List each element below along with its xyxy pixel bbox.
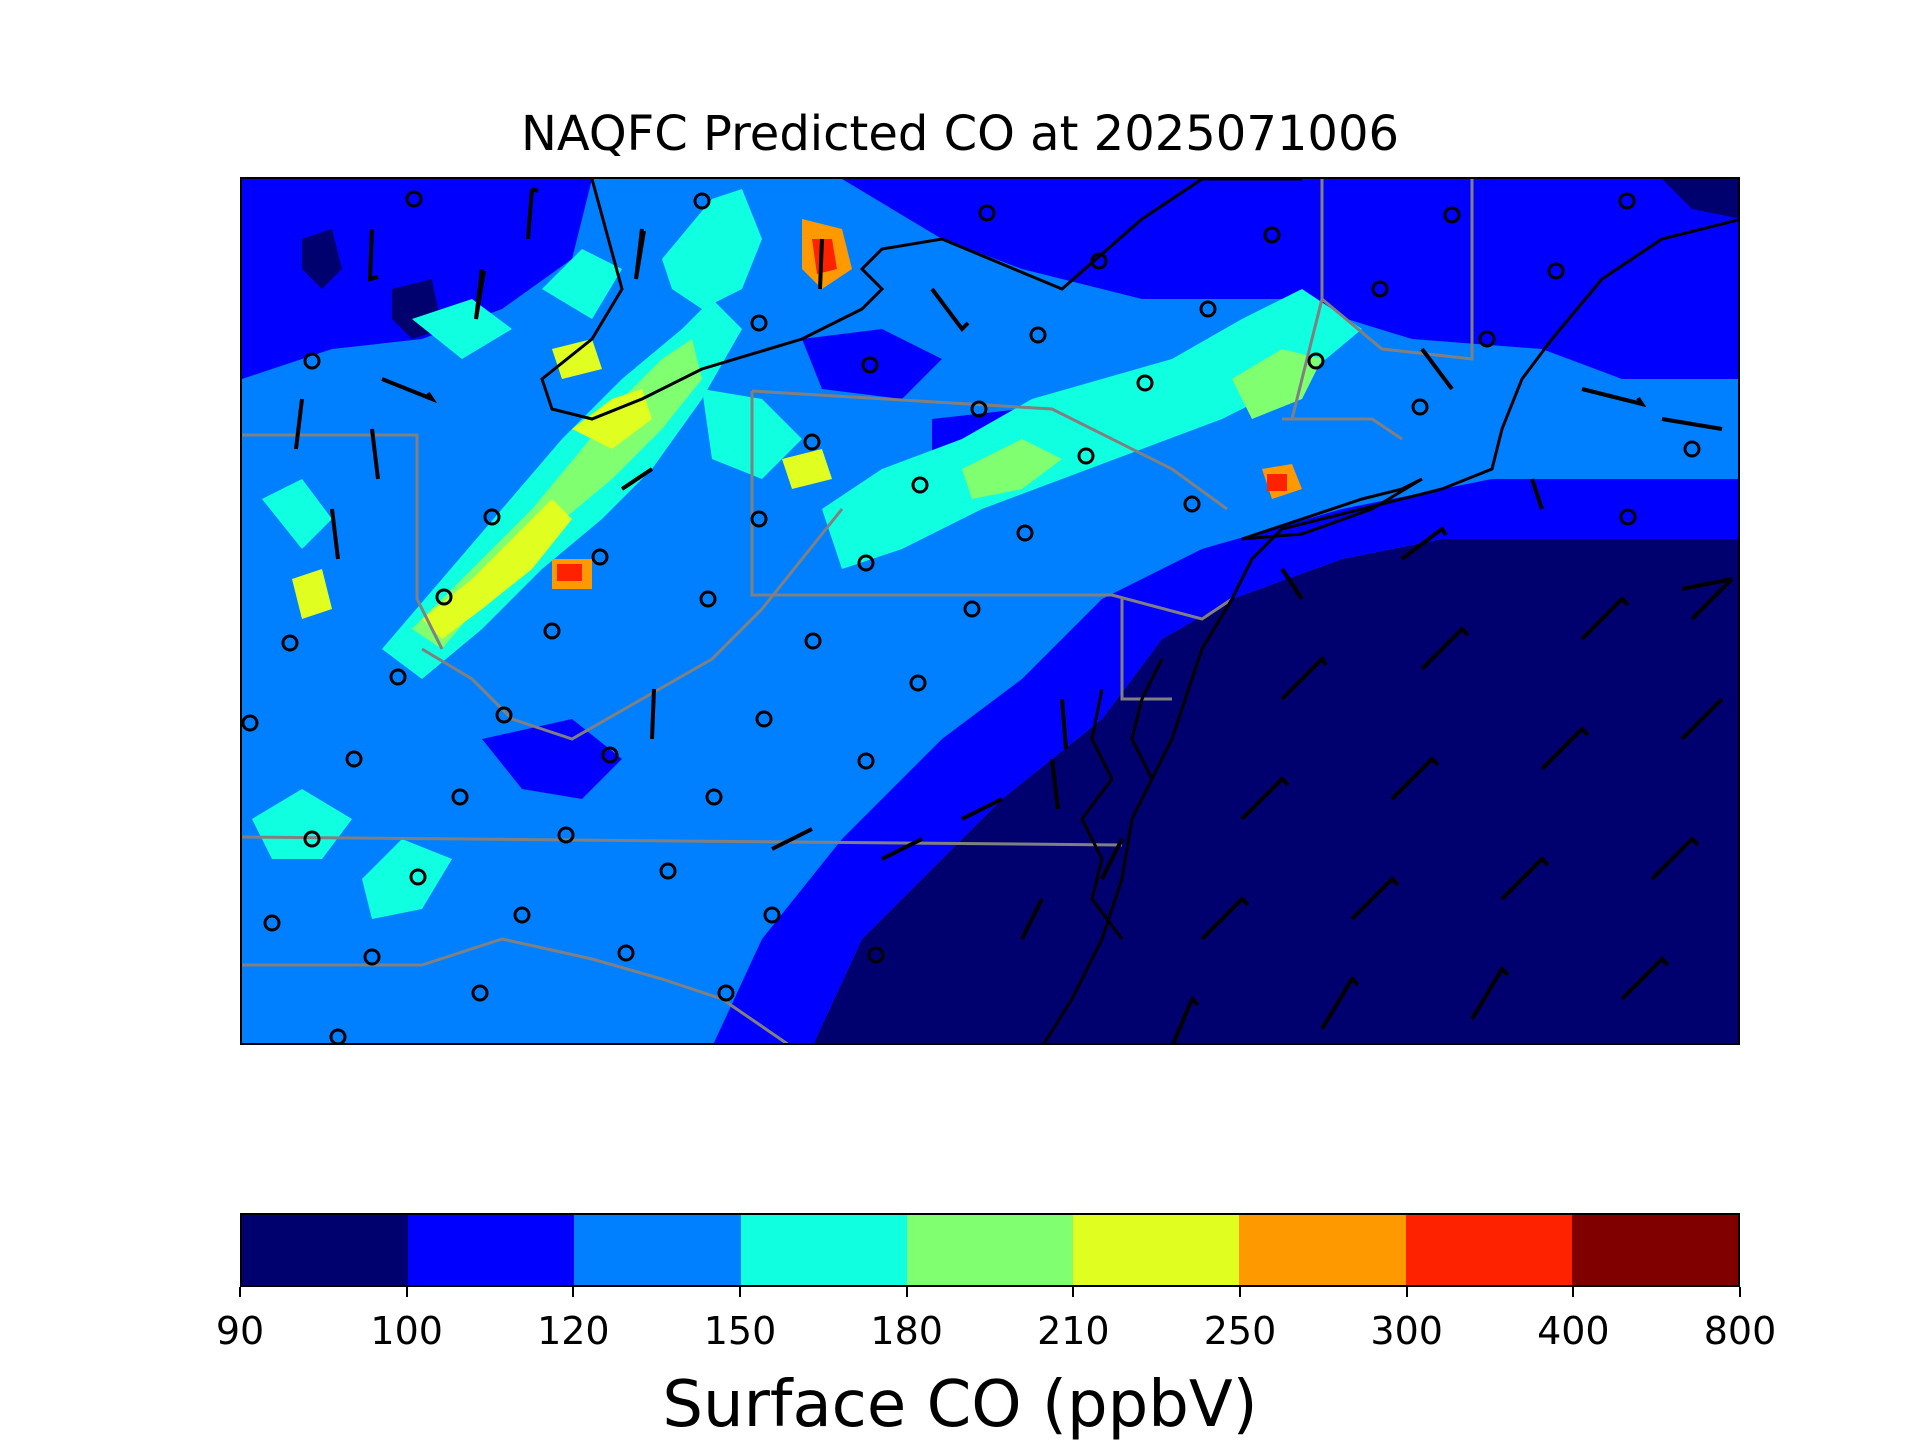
- plume-yellow-1: [422, 389, 652, 639]
- colorbar: [240, 1213, 1740, 1287]
- colorbar-tick-label: 120: [537, 1309, 610, 1353]
- colorbar-segment: [1239, 1215, 1406, 1285]
- wind-barbs: [294, 187, 1734, 1043]
- colorbar-tick: [572, 1287, 575, 1297]
- colorbar-tick: [1572, 1287, 1575, 1297]
- co-concentration-map: [242, 179, 1738, 1043]
- colorbar-segment: [1405, 1215, 1572, 1285]
- colorbar-tick-label: 210: [1037, 1309, 1110, 1353]
- colorbar-tick-label: 180: [870, 1309, 943, 1353]
- colorbar-tick-label: 100: [370, 1309, 443, 1353]
- state-borders: [242, 179, 1474, 1043]
- colorbar-tick: [1405, 1287, 1408, 1297]
- plume-cyan-2: [412, 189, 762, 359]
- map-panel: [240, 177, 1740, 1045]
- plume-cyan-4: [252, 389, 802, 919]
- map-title: NAQFC Predicted CO at 2025071006: [520, 106, 1400, 162]
- colorbar-tick-label: 150: [703, 1309, 777, 1353]
- station-markers: [242, 190, 1701, 1043]
- colorbar-tick-label: 90: [215, 1309, 265, 1353]
- colorbar-segment: [242, 1215, 409, 1285]
- colorbar-tick: [1238, 1287, 1241, 1297]
- colorbar-tick-label: 400: [1537, 1309, 1610, 1353]
- colorbar-tick: [239, 1287, 241, 1297]
- interior-low-co-patch: [482, 329, 1042, 799]
- colorbar-tick: [1072, 1287, 1075, 1297]
- colorbar-tick: [738, 1287, 741, 1297]
- plume-green-2: [962, 349, 1322, 499]
- colorbar-segment: [1073, 1215, 1240, 1285]
- colorbar-ticks: 90 100 120 150 180 210 250 300 400 800: [216, 1287, 1776, 1353]
- ocean-low-co-region: [813, 539, 1738, 1043]
- colorbar-label: Surface CO (ppbV): [662, 1368, 1258, 1442]
- north-low-co-region: [842, 179, 1738, 379]
- colorbar-tick-label: 800: [1703, 1309, 1777, 1353]
- colorbar-segment: [740, 1215, 907, 1285]
- colorbar-segment: [574, 1215, 741, 1285]
- colorbar-tick-label: 300: [1370, 1309, 1443, 1353]
- northwest-low-co-region: [242, 179, 592, 379]
- coastal-band-100-120: [713, 479, 1738, 1043]
- colorbar-tick-label: 250: [1203, 1309, 1277, 1353]
- colorbar-segment: [408, 1215, 575, 1285]
- colorbar-segment: [1571, 1215, 1738, 1285]
- coastlines: [540, 179, 1738, 1043]
- colorbar-tick: [405, 1287, 408, 1297]
- colorbar-tick: [1739, 1287, 1741, 1297]
- colorbar-tick: [905, 1287, 908, 1297]
- colorbar-segment: [906, 1215, 1074, 1285]
